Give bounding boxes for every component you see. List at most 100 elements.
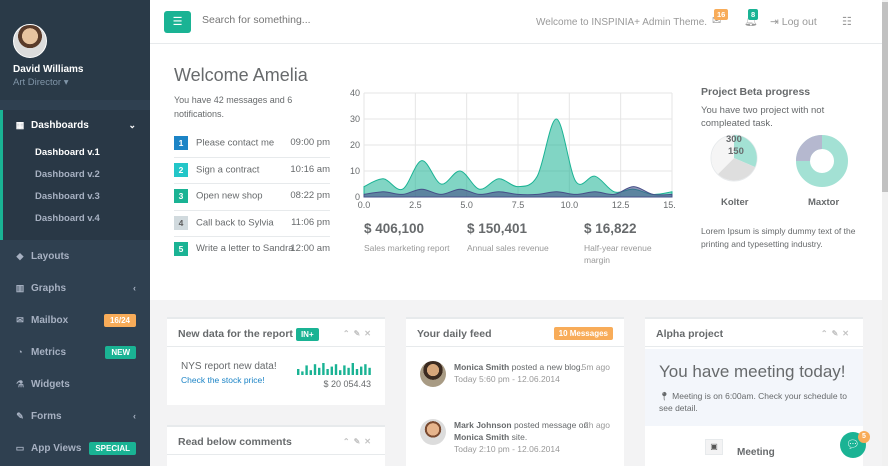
logout-label: Log out [781,16,817,28]
spark-bar [322,363,325,375]
todo-item[interactable]: 5 Write a letter to Sandra 12:00 am [174,237,330,264]
feed-user[interactable]: Mark Johnson [454,420,512,430]
x-tick-label: 15.0 [663,200,676,210]
feed-body: Monica Smith posted a new blog. Today 5:6… [454,361,610,385]
todo-list: 1 Please contact me 09:00 pm 2 Sign a contr… [174,131,330,264]
logout-link[interactable]: ⇥ Log out [770,16,817,28]
welcome-message: Welcome to INSPINIA+ Admin Theme. [536,17,708,28]
right-sidebar-toggle-icon[interactable]: ☷ [842,16,852,28]
feed-time: 5m ago [581,362,610,372]
nav-item-app-views[interactable]: ▭ App Views SPECIAL [0,432,150,464]
mail-count-badge: 16 [714,9,729,20]
todo-number: 2 [174,162,188,177]
feed-target[interactable]: Monica Smith [454,432,510,442]
sub-item-dashboard-3[interactable]: Dashboard v.3 [35,191,100,202]
spark-bar [339,370,342,375]
feed-item[interactable]: Mark Johnson posted message on Monica Sm… [420,419,610,455]
widget-header: Read below comments ⌃✎✕ [167,427,385,455]
chevron-up-icon[interactable]: ⌃ [342,437,354,446]
feed-action: posted a new blog. [511,362,583,372]
hamburger-icon: ☰ [172,16,183,28]
spark-bar [313,364,317,375]
envelope-icon[interactable]: ✉ [712,15,722,27]
nav-item-graphs[interactable]: ▥ Graphs ‹ [0,272,150,304]
close-icon[interactable]: ✕ [842,329,853,338]
nav-item-widgets[interactable]: ⚗ Widgets [0,368,150,400]
spark-bar [351,363,354,375]
wrench-icon[interactable]: ✎ [353,329,365,338]
comments-widget: Read below comments ⌃✎✕ [167,425,385,466]
mailbox-badge: 16/24 [103,313,136,327]
spark-bar [360,366,363,375]
todo-text: Open new shop [196,190,263,202]
map-marker-icon: 📍︎ [659,391,670,401]
chevron-up-icon[interactable]: ⌃ [342,329,354,338]
avatar[interactable] [13,24,47,58]
menu-toggle-button[interactable]: ☰ [164,11,191,33]
sub-item-dashboard-4[interactable]: Dashboard v.4 [35,213,100,224]
in-plus-tag: IN+ [295,328,319,341]
stat-value: $ 16,822 [584,221,637,236]
todo-item[interactable]: 2 Sign a contract 10:16 am [174,158,330,184]
widget-title: Your daily feed [417,328,492,340]
profile-name[interactable]: David Williams [13,64,84,75]
feed-suffix: site. [511,432,528,442]
nav-label: Graphs [31,282,67,294]
feed-date: Today 2:10 pm - 12.06.2014 [454,444,560,454]
todo-time: 11:06 pm [291,216,330,228]
report-widget: New data for the report IN+ ⌃✎✕ NYS repor… [167,317,385,405]
nav-item-dashboards[interactable]: ▦ Dashboards ⌄ [0,110,150,140]
todo-time: 10:16 am [290,163,330,175]
todo-item[interactable]: 4 Call back to Sylvia 11:06 pm [174,211,330,237]
feed-user[interactable]: Monica Smith [454,362,510,372]
todo-time: 12:00 am [290,243,330,254]
sub-item-dashboard-2[interactable]: Dashboard v.2 [35,169,100,180]
stat-block: $ 16,822 Half-year revenue margin [584,221,664,266]
y-tick-label: 30 [350,114,360,124]
x-tick-label: 7.5 [512,200,525,210]
profile-role-dropdown[interactable]: Art Director ▾ [13,77,150,88]
chevron-left-icon: ‹ [133,283,136,293]
caret-down-icon: ▾ [63,77,69,88]
nav-label: Dashboards [31,119,89,131]
stat-label: Sales marketing report [364,243,450,253]
sales-area-chart: 0.0 2.5 5.0 7.5 10.0 12.5 15.0 0 10 20 30 40 [350,88,676,210]
progress-footnote: Lorem Ipsum is simply dummy text of the … [701,226,856,249]
todo-item[interactable]: 1 Please contact me 09:00 pm [174,131,330,158]
meeting-desc: 📍︎ Meeting is on 6:00am. Check your sche… [659,390,859,414]
todo-item[interactable]: 3 Open new shop 08:22 pm [174,184,330,211]
close-icon[interactable]: ✕ [364,329,375,338]
nav-menu: ▦ Dashboards ⌄ Dashboard v.1 Dashboard v… [0,110,150,464]
y-tick-label: 40 [350,88,360,98]
nav-label: Metrics [31,346,67,358]
report-value: $ 20 054.43 [323,379,371,389]
th-large-icon: ▦ [15,119,25,130]
progress-desc: You have two project with not compleated… [701,105,825,129]
pie-value-label: 150 [728,146,744,157]
feed-item[interactable]: Monica Smith posted a new blog. Today 5:6… [420,361,610,387]
scrollbar-thumb[interactable] [882,2,888,192]
page-scrollbar[interactable] [882,0,888,466]
todo-number: 3 [174,189,188,203]
meeting-banner: You have meeting today! 📍︎ Meeting is on… [645,349,863,426]
progress-title: Project Beta progress [701,86,811,98]
chevron-up-icon[interactable]: ⌃ [820,329,832,338]
wrench-icon[interactable]: ✎ [353,437,365,446]
nav-item-mailbox[interactable]: ✉ Mailbox 16/24 [0,304,150,336]
close-icon[interactable]: ✕ [364,437,375,446]
nav-item-metrics[interactable]: ◔ Metrics NEW [0,336,150,368]
x-tick-label: 2.5 [409,200,422,210]
stock-price-link[interactable]: Check the stock price! [181,375,265,385]
meeting-desc-text: Meeting is on 6:00am. Check your schedul… [659,391,847,413]
alerts-count-badge: 8 [748,9,759,20]
search-input[interactable] [202,14,402,26]
stat-label: Annual sales revenue [467,243,549,253]
nav-label: App Views [31,442,82,454]
nav-item-layouts[interactable]: ◆ Layouts [0,240,150,272]
wrench-icon[interactable]: ✎ [831,329,843,338]
sparkline-bars [297,363,371,375]
widget-title: New data for the report [178,328,293,340]
nav-item-forms[interactable]: ✎ Forms ‹ [0,400,150,432]
alpha-project-widget: Alpha project ⌃✎✕ You have meeting today… [645,317,863,466]
sub-item-dashboard-1[interactable]: Dashboard v.1 [35,147,100,158]
